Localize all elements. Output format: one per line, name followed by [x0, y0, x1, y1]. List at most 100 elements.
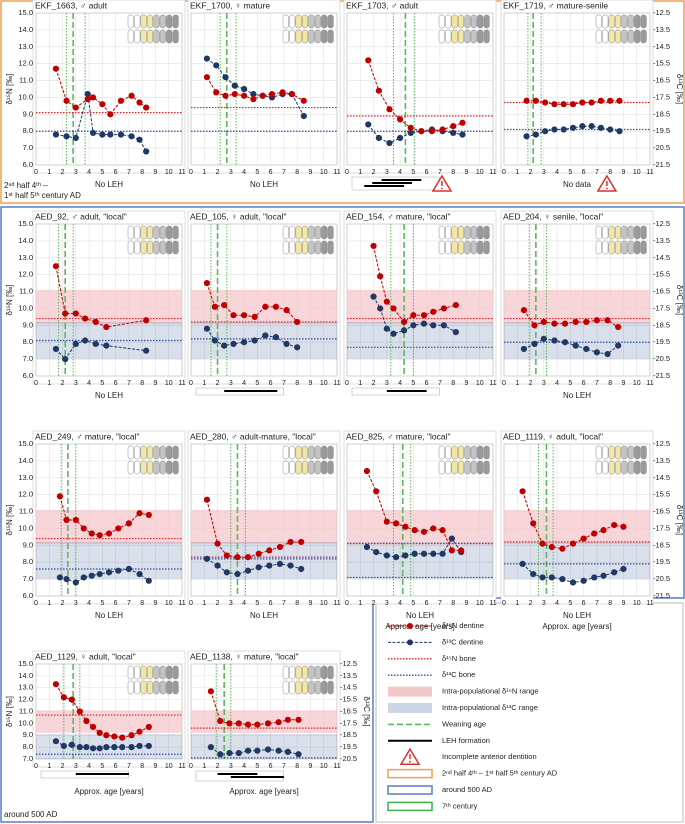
legend-label: δ¹³C dentine	[442, 637, 483, 646]
c-dentine-point	[96, 745, 103, 752]
tooth	[483, 225, 490, 240]
c-dentine-point	[616, 128, 623, 135]
x-tick-label: 10	[633, 169, 641, 176]
x-tick-label: 3	[229, 763, 233, 770]
n-dentine-point	[588, 99, 595, 106]
n-dentine-point	[551, 320, 558, 327]
c-dentine-point	[390, 330, 397, 337]
tooth	[464, 225, 471, 240]
c-dentine-point	[240, 85, 248, 93]
warning-mark	[441, 187, 443, 190]
n-dentine-point	[89, 94, 97, 101]
c-dentine-point	[459, 131, 466, 138]
tooth	[289, 665, 296, 680]
n-dentine-point	[402, 523, 409, 530]
n-dentine-point	[128, 732, 135, 739]
c-dentine-point	[52, 131, 60, 138]
y2-tick-label: -12.5	[653, 439, 670, 448]
n-dentine-point	[244, 554, 252, 561]
tooth	[134, 240, 141, 255]
c-dentine-point	[203, 555, 211, 562]
legend-swatch	[388, 686, 432, 697]
tooth	[140, 225, 147, 240]
tooth	[166, 665, 173, 680]
n-dentine-point	[92, 318, 99, 326]
y2-tick-label: -18.5	[653, 540, 670, 549]
n-dentine-point	[143, 317, 150, 324]
tooth	[134, 445, 141, 460]
tooth	[314, 665, 321, 680]
panel-title: AED_825, ♂ mature, "local"	[346, 431, 451, 441]
legend-label: LEH formation	[442, 736, 490, 745]
c-dentine-point	[136, 136, 143, 143]
c-dentine-point	[107, 131, 114, 138]
c-dentine-point	[213, 62, 220, 69]
y-tick-label: 6.0	[23, 591, 33, 600]
tooth	[172, 225, 179, 240]
tooth	[295, 680, 302, 695]
x-tick-label: 5	[411, 380, 415, 387]
c-dentine-point	[620, 565, 627, 573]
n-dentine-point	[300, 97, 307, 104]
c-dentine-line	[373, 296, 457, 335]
n-dentine-point	[223, 552, 230, 559]
tooth	[327, 225, 334, 240]
x-tick-label: 5	[411, 600, 415, 607]
tooth	[289, 445, 296, 460]
legend-item: Incomplete anterior dentition	[399, 747, 537, 765]
tooth	[602, 240, 609, 255]
y2-axis-label: δ¹³C [‰]	[675, 505, 684, 535]
x-tick-label: 1	[202, 763, 206, 770]
x-axis-label: Approx. age [years]	[74, 787, 143, 796]
x-tick-label: 11	[178, 600, 185, 607]
c-dentine-point	[402, 552, 409, 559]
n-dentine-point	[604, 317, 611, 324]
n-dentine-point	[213, 89, 220, 96]
x-tick-label: 9	[309, 763, 313, 770]
y-tick-label: 9.0	[23, 730, 33, 739]
n-dentine-point	[222, 92, 229, 99]
y2-tick-label: -14.5	[653, 473, 670, 482]
x-tick-label: 7	[127, 380, 131, 387]
x-tick-label: 3	[229, 380, 233, 387]
legend-item: δ¹³C bone	[388, 670, 475, 679]
n-dentine-point	[60, 694, 67, 701]
tooth	[289, 225, 296, 240]
tooth	[608, 445, 615, 460]
n-dentine-point	[107, 111, 114, 118]
tooth	[146, 680, 154, 695]
x-tick-label: 0	[189, 169, 193, 176]
tooth	[608, 14, 615, 29]
n-dentine-point	[62, 310, 69, 317]
n-dentine-point	[411, 527, 418, 534]
x-tick-label: 4	[87, 169, 91, 176]
c-dentine-point	[396, 134, 404, 142]
legend-label: Incomplete anterior dentition	[442, 752, 537, 761]
c-dentine-point	[80, 574, 87, 581]
c-dentine-point	[532, 131, 539, 138]
tooth	[289, 14, 296, 29]
plot-border	[190, 12, 338, 166]
tooth	[172, 14, 179, 29]
x-tick-label: 10	[320, 169, 328, 176]
c-dentine-point	[363, 543, 371, 551]
x-tick-label: 6	[425, 600, 429, 607]
y2-tick-label: -15.5	[340, 695, 357, 704]
n-dentine-point	[383, 298, 390, 305]
legend-item: 2ⁿᵈ half 4ᵗʰ – 1ˢᵗ half 5ᵗʰ century AD	[387, 769, 558, 779]
c-dentine-point	[145, 742, 152, 750]
y-tick-label: 13.0	[18, 42, 33, 51]
c-dentine-point	[295, 751, 302, 758]
c-dentine-point	[287, 562, 294, 569]
c-dentine-point	[383, 552, 390, 559]
note: No LEH	[563, 611, 591, 620]
c-dentine-point	[300, 112, 307, 120]
c-dentine-point	[276, 560, 284, 568]
y-tick-label: 11.0	[19, 507, 33, 516]
n-dentine-point	[420, 528, 428, 535]
y2-tick-label: -18.5	[653, 109, 670, 118]
tooth	[308, 240, 315, 255]
x-tick-label: 2	[61, 380, 65, 387]
tooth	[470, 14, 477, 29]
c-dentine-point	[597, 124, 604, 131]
